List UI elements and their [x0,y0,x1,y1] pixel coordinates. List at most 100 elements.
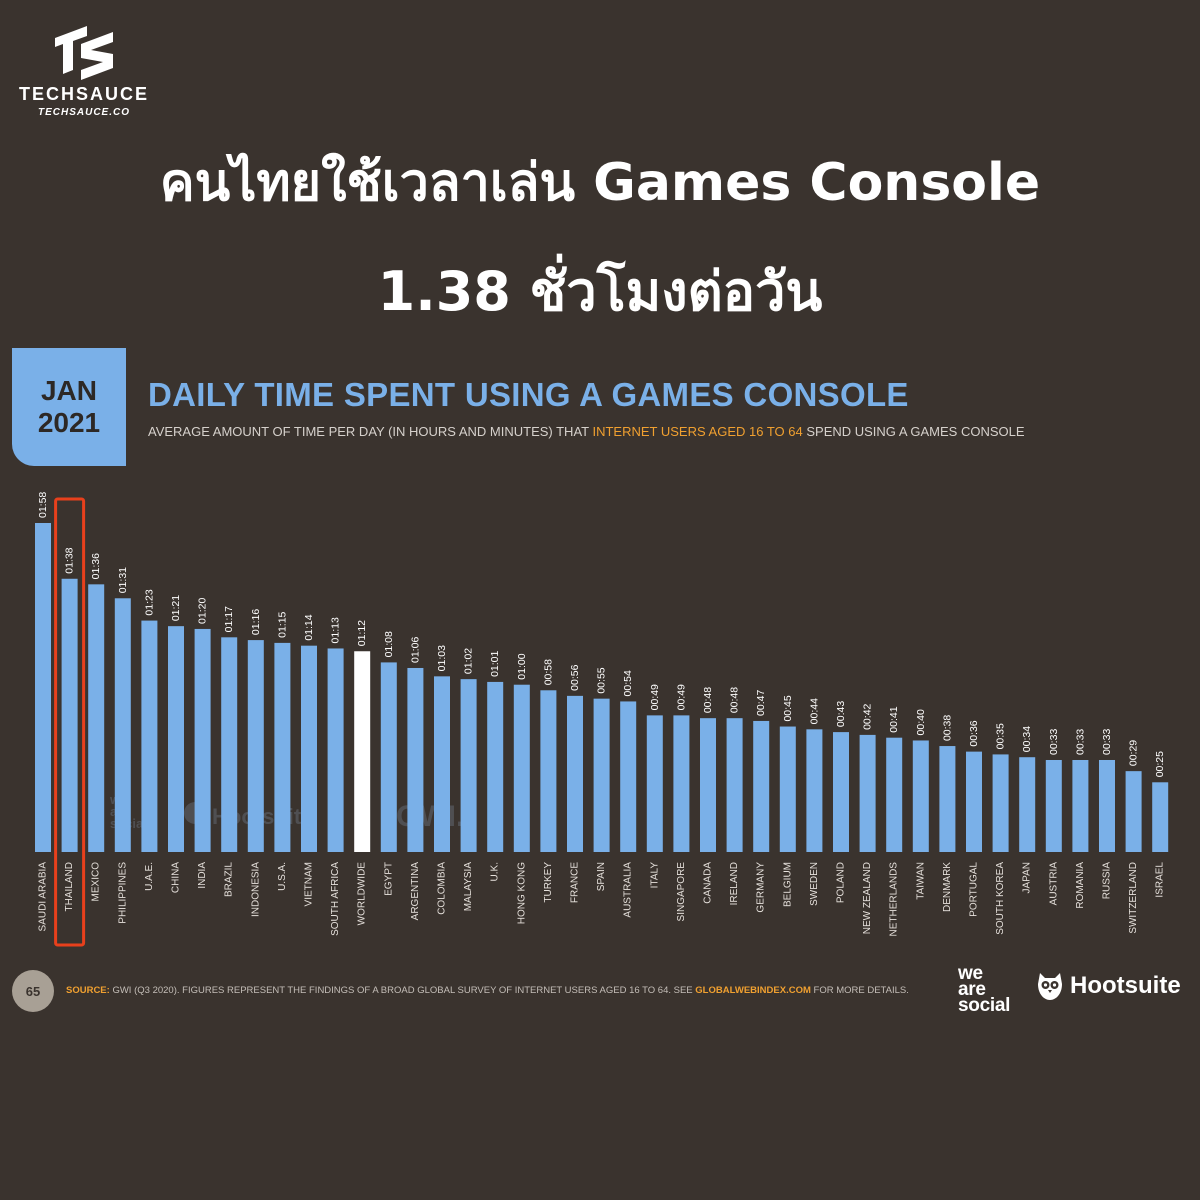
bar-argentina [407,667,424,852]
bar-italy [646,715,663,852]
category-label-vietnam: VIETNAM [304,862,315,906]
hootsuite-logo: Hootsuite [1036,970,1181,1002]
watermark-gwi: GWI. [396,800,464,833]
category-label-denmark: DENMARK [942,862,953,912]
chart-subtitle-lead: AVERAGE AMOUNT OF TIME PER DAY (IN HOURS… [148,424,593,439]
data-label-poland: 00:43 [835,701,847,727]
category-label-mexico: MEXICO [91,862,102,902]
bar-poland [833,732,849,852]
category-label-romania: ROMANIA [1075,862,1086,909]
category-label-south-africa: SOUTH AFRICA [330,862,341,936]
bar-romania [1072,759,1089,852]
category-label-hong-kong: HONG KONG [516,862,527,924]
category-label-china: CHINA [171,862,182,893]
category-label-spain: SPAIN [596,862,607,891]
category-label-germany: GERMANY [756,862,767,913]
category-label-portugal: PORTUGAL [969,862,980,917]
bar-sweden [806,729,823,852]
brand-url: TECHSAUCE.CO [37,107,130,118]
bar-south-africa [327,648,344,852]
bar-brazil [221,637,238,852]
data-label-brazil: 01:17 [223,606,235,632]
data-label-israel: 00:25 [1154,751,1166,777]
bar-u-a-e [141,620,158,852]
category-label-india: INDIA [197,862,208,889]
category-label-japan: JAPAN [1022,862,1033,894]
bar-spain [593,698,610,852]
bar-denmark [939,746,956,852]
category-label-australia: AUSTRALIA [623,862,634,918]
source-text: GWI (Q3 2020). FIGURES REPRESENT THE FIN… [109,985,696,996]
bar-canada [700,718,716,852]
category-label-poland: POLAND [836,862,847,903]
category-label-belgium: BELGIUM [782,862,793,907]
category-label-italy: ITALY [649,862,660,889]
data-label-germany: 00:47 [755,690,767,716]
category-label-colombia: COLOMBIA [437,862,448,915]
category-label-philippines: PHILIPPINES [117,862,128,924]
data-label-malaysia: 01:02 [463,648,475,674]
bar-india [194,628,211,852]
bar-portugal [966,751,982,852]
bar-belgium [779,726,796,852]
wearesocial-logo-line-1: we [958,963,983,984]
category-label-malaysia: MALAYSIA [463,862,474,912]
data-label-spain: 00:55 [596,667,608,693]
category-label-worldwide: WORLDWIDE [357,862,368,926]
bar-switzerland [1125,771,1142,852]
data-label-switzerland: 00:29 [1128,740,1140,766]
bar-taiwan [912,740,929,852]
category-label-brazil: BRAZIL [224,862,235,897]
bar-vietnam [301,645,317,852]
source-link[interactable]: GLOBALWEBINDEX.COM [695,985,811,996]
data-label-china: 01:21 [170,595,182,621]
brand-logo: TECHSAUCE TECHSAUCE.CO [14,24,154,118]
data-label-australia: 00:54 [622,670,634,696]
data-label-hong-kong: 01:00 [516,653,528,679]
bar-hong-kong [513,684,530,852]
data-label-portugal: 00:36 [968,720,980,746]
data-label-romania: 00:33 [1074,729,1086,755]
bar-ireland [726,718,743,852]
hootsuite-owl-icon [1038,973,1062,1000]
wearesocial-logo: we are social [958,963,1010,1015]
data-label-denmark: 00:38 [941,715,953,741]
data-label-vietnam: 01:14 [303,614,315,640]
date-badge-year: 2021 [37,407,101,438]
bar-japan [1019,757,1036,852]
data-label-south-africa: 01:13 [330,617,342,643]
bar-u-k [487,681,504,852]
bar-singapore [673,715,690,852]
bar-germany [753,720,770,852]
date-badge: JAN 2021 [12,348,126,466]
category-label-saudi-arabia: SAUDI ARABIA [38,862,49,932]
bar-chart: we are social Hootsuite GWI. 01:58SAUDI … [35,492,1169,947]
bar-saudi-arabia [35,523,51,852]
data-label-singapore: 00:49 [675,684,687,710]
page-number: 65 [12,970,54,1012]
headline-line-2: 1.38 ชั่วโมงต่อวัน [377,260,823,323]
bar-egypt [380,662,397,852]
data-label-canada: 00:48 [702,687,714,713]
data-label-u-s-a: 01:15 [276,611,288,637]
bar-indonesia [247,640,264,852]
data-label-turkey: 00:58 [542,659,554,685]
data-label-sweden: 00:44 [808,698,820,724]
data-label-saudi-arabia: 01:58 [37,492,49,518]
bar-colombia [434,676,450,852]
data-label-austria: 00:33 [1048,729,1060,755]
bar-south-korea [992,754,1009,852]
chart-title: DAILY TIME SPENT USING A GAMES CONSOLE [148,376,909,413]
bar-netherlands [886,737,903,852]
bar-new-zealand [859,734,876,852]
data-label-france: 00:56 [569,664,581,690]
data-label-netherlands: 00:41 [888,706,900,732]
data-label-u-a-e: 01:23 [143,589,155,615]
data-label-russia: 00:33 [1101,729,1113,755]
category-label-singapore: SINGAPORE [676,862,687,922]
data-label-new-zealand: 00:42 [862,703,874,729]
data-label-thailand: 01:38 [64,547,76,573]
data-label-belgium: 00:45 [782,695,794,721]
data-label-argentina: 01:06 [409,637,421,663]
category-label-sweden: SWEDEN [809,862,820,906]
